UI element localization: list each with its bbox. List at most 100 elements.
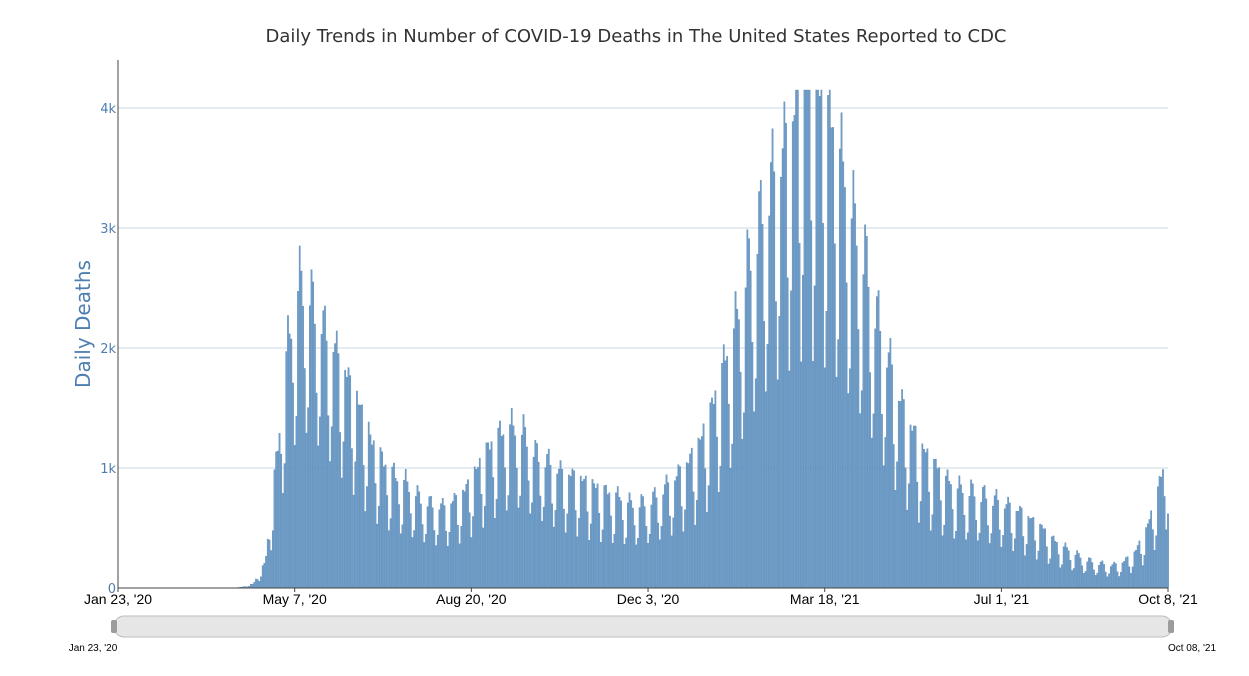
daily-bar <box>1093 569 1095 589</box>
daily-bar <box>677 464 680 589</box>
daily-bar <box>1020 507 1023 589</box>
daily-bar <box>697 437 700 589</box>
daily-bar <box>780 176 782 589</box>
daily-bar <box>559 460 562 589</box>
daily-bar <box>512 425 515 589</box>
daily-bar <box>265 555 267 589</box>
daily-bar <box>526 446 528 589</box>
daily-bar <box>527 480 530 589</box>
daily-bar <box>260 576 262 589</box>
daily-bar <box>1091 562 1094 589</box>
daily-bar <box>416 485 419 589</box>
daily-bar <box>510 407 513 589</box>
daily-bar <box>470 537 473 589</box>
daily-bar <box>955 531 957 589</box>
range-slider-right-handle[interactable] <box>1168 620 1174 633</box>
x-tick-label: Mar 18, '21 <box>790 591 860 607</box>
daily-bar <box>921 443 924 589</box>
daily-bar <box>675 476 678 589</box>
daily-bar <box>993 495 996 589</box>
daily-bar <box>822 223 824 589</box>
daily-bar <box>1088 557 1090 589</box>
daily-bar <box>761 224 764 589</box>
daily-bar <box>727 403 730 589</box>
daily-bar <box>872 413 875 589</box>
daily-bar <box>1126 556 1129 589</box>
daily-bar <box>1113 561 1115 589</box>
daily-bar <box>711 397 713 589</box>
daily-bar <box>357 404 360 589</box>
daily-bar <box>1046 546 1048 589</box>
daily-bar <box>305 432 308 589</box>
daily-bar <box>502 434 505 589</box>
daily-bar <box>302 305 304 589</box>
daily-bar <box>876 296 878 589</box>
daily-bar <box>776 379 779 589</box>
daily-bar <box>1157 486 1159 589</box>
daily-bar <box>1158 476 1161 589</box>
daily-bar <box>288 333 291 589</box>
range-slider-track[interactable] <box>113 615 1173 638</box>
daily-bar <box>1118 576 1121 589</box>
daily-bar <box>519 495 521 589</box>
daily-bar <box>339 432 341 589</box>
daily-bar <box>882 465 885 589</box>
daily-bar <box>465 484 468 589</box>
daily-bar <box>706 512 708 589</box>
daily-bar <box>988 543 991 589</box>
daily-bar <box>744 287 747 589</box>
daily-bar <box>340 477 343 589</box>
daily-bar <box>342 441 345 589</box>
daily-bar <box>473 466 476 589</box>
daily-bar <box>1136 545 1139 589</box>
daily-bar <box>1099 561 1102 589</box>
daily-bar <box>1116 571 1119 589</box>
daily-bar <box>467 479 469 589</box>
daily-bar <box>334 343 336 589</box>
daily-bar <box>931 514 934 589</box>
daily-bar <box>653 487 656 589</box>
daily-bar <box>823 367 826 589</box>
daily-bar <box>881 414 883 589</box>
daily-bar <box>689 453 691 589</box>
daily-bar <box>480 494 483 589</box>
daily-bar <box>574 510 577 589</box>
daily-bar <box>800 361 803 589</box>
daily-bar <box>894 490 897 589</box>
daily-bar <box>250 584 252 589</box>
daily-bar <box>916 481 919 589</box>
daily-bar <box>1120 571 1122 589</box>
daily-bar <box>379 447 382 589</box>
daily-bar <box>1143 555 1146 589</box>
daily-bar <box>366 486 368 589</box>
daily-bar <box>381 451 384 589</box>
daily-bar <box>406 481 409 589</box>
daily-bar <box>263 563 266 589</box>
daily-bar <box>298 245 301 589</box>
daily-bar <box>356 390 358 589</box>
daily-bar <box>1066 547 1068 589</box>
daily-bar <box>674 480 676 589</box>
daily-bar <box>1165 529 1168 589</box>
daily-bar <box>544 467 547 589</box>
daily-bar <box>765 391 767 589</box>
daily-bar <box>965 539 967 589</box>
daily-bar <box>573 470 575 589</box>
daily-bar <box>303 368 306 589</box>
daily-bar <box>584 475 587 589</box>
daily-bar <box>457 525 459 589</box>
range-slider[interactable] <box>111 615 1174 638</box>
daily-bar <box>743 412 745 589</box>
daily-bar <box>1044 528 1046 589</box>
daily-bar <box>1059 567 1062 589</box>
daily-bar <box>1067 550 1070 589</box>
daily-bar <box>490 441 493 589</box>
daily-bar <box>495 499 498 589</box>
range-slider-left-handle[interactable] <box>111 620 117 633</box>
daily-bar <box>889 338 892 589</box>
daily-bar <box>1015 510 1018 589</box>
daily-bar <box>430 496 432 589</box>
daily-bar <box>647 543 649 589</box>
daily-bar <box>897 400 900 589</box>
daily-bar <box>258 580 261 589</box>
